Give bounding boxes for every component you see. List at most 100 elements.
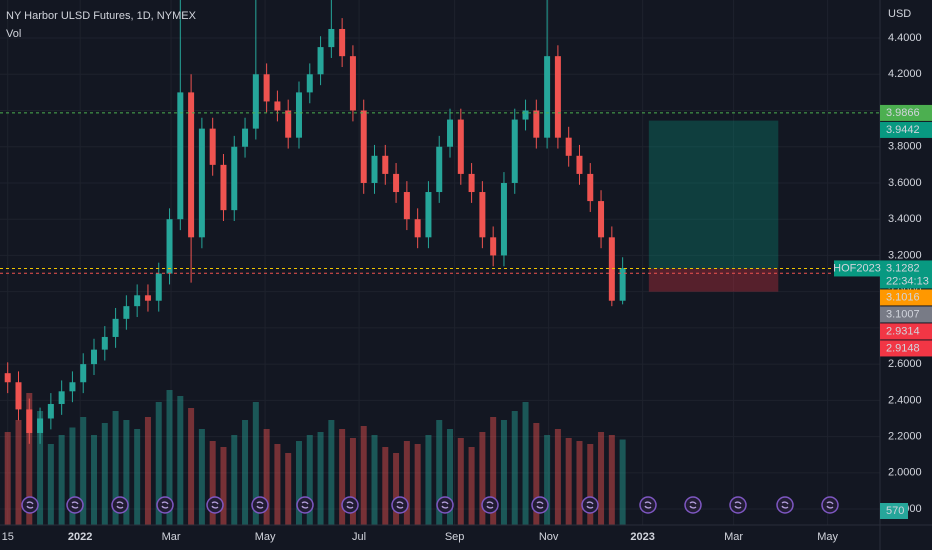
volume-bar [436, 420, 443, 525]
candle-body [490, 237, 497, 256]
volume-bar [554, 429, 561, 525]
volume-bar [490, 417, 497, 525]
volume-bar [468, 447, 475, 525]
volume-tag-value: 570 [886, 505, 904, 517]
event-icon [531, 496, 549, 514]
volume-bar [619, 439, 626, 525]
event-icon-glyph [346, 501, 354, 509]
candle-body [209, 128, 216, 165]
volume-bar [58, 435, 65, 525]
candle-body [144, 295, 151, 301]
volume-bar [285, 453, 292, 525]
candle-body [155, 273, 162, 301]
volume-bar [522, 402, 529, 525]
x-tick-label: May [817, 531, 838, 543]
candle-body [619, 268, 626, 301]
candle-body [47, 403, 54, 419]
symbol-tag [834, 260, 880, 277]
event-icon [481, 496, 499, 514]
volume-bar [328, 420, 335, 525]
candle-body [414, 219, 421, 238]
candle-body [554, 56, 561, 138]
volume-bar [4, 432, 11, 525]
axes: 1.80002.00002.20002.40002.60002.80003.00… [2, 32, 932, 543]
x-tick-label: 2022 [68, 531, 92, 543]
event-icon-glyph [256, 501, 264, 509]
candle-body [58, 391, 65, 404]
price-tag [880, 104, 932, 121]
volume-bar [371, 435, 378, 525]
price-tag [880, 289, 932, 306]
event-icon [821, 496, 839, 514]
event-icon [581, 496, 599, 514]
volume-bar [242, 420, 249, 525]
y-tick-label: 3.4000 [888, 213, 922, 225]
event-icon [21, 496, 39, 514]
price-tag-value: 3.1016 [886, 291, 920, 303]
candle-body [522, 110, 529, 120]
price-tag [880, 323, 932, 340]
volume-bar [37, 411, 44, 525]
volume-bar [166, 390, 173, 525]
price-tag-value: 3.9866 [886, 107, 920, 119]
candle-body [166, 219, 173, 274]
volume-bar [295, 441, 302, 525]
y-tick-label: 3.2000 [888, 249, 922, 261]
currency: USD [888, 8, 911, 20]
volume-bar [47, 444, 54, 525]
candle-body [80, 364, 87, 383]
x-tick-label: Jul [352, 531, 366, 543]
candle-body [511, 119, 518, 183]
candle-body [112, 318, 119, 337]
candle-body [4, 373, 11, 383]
candle-body [479, 192, 486, 238]
symbol-tag-label: HOF2023 [833, 262, 881, 274]
event-icon-glyph [586, 501, 594, 509]
price-tag-value: 3.9442 [886, 124, 920, 136]
candle-body [231, 146, 238, 211]
event-icon [436, 496, 454, 514]
candle-body [177, 92, 184, 220]
volume-bar [80, 417, 87, 525]
volume-label: Vol [6, 28, 21, 40]
loss-zone [648, 268, 779, 292]
event-icon-glyph [536, 501, 544, 509]
volume-tag [880, 503, 908, 519]
volume-bar [587, 444, 594, 525]
event-icon-glyph [734, 501, 742, 509]
x-tick-label: Mar [162, 531, 181, 543]
y-tick-label: 2.4000 [888, 394, 922, 406]
candle-body [382, 155, 389, 174]
candle-body [101, 336, 108, 350]
event-icon-glyph [396, 501, 404, 509]
event-icon-glyph [781, 501, 789, 509]
candle-body [252, 74, 259, 129]
volume-bar [91, 435, 98, 525]
x-tick-label: Mar [724, 531, 743, 543]
event-icon [66, 496, 84, 514]
candle-body [295, 92, 302, 138]
volume-bar [112, 411, 119, 525]
volume-bar [393, 453, 400, 525]
volume-bar [339, 429, 346, 525]
price-tag-countdown: 22:34:13 [886, 275, 929, 287]
volume-bar [306, 435, 313, 525]
event-icon [296, 496, 314, 514]
candle-body [533, 110, 540, 138]
candle-body [26, 409, 33, 433]
volume-bar [479, 432, 486, 525]
volume-bar [198, 429, 205, 525]
volume-bar [598, 432, 605, 525]
y-tick-label: 3.8000 [888, 141, 922, 153]
volume-bar [382, 447, 389, 525]
candle-body [371, 155, 378, 183]
event-icon-glyph [26, 501, 34, 509]
volume-bar [403, 441, 410, 525]
candle-body [349, 56, 356, 111]
candle-body [403, 192, 410, 220]
event-icon-glyph [441, 501, 449, 509]
event-icon-glyph [644, 501, 652, 509]
event-icon-glyph [116, 501, 124, 509]
x-tick-label: 15 [2, 531, 14, 543]
candle-body [425, 192, 432, 238]
